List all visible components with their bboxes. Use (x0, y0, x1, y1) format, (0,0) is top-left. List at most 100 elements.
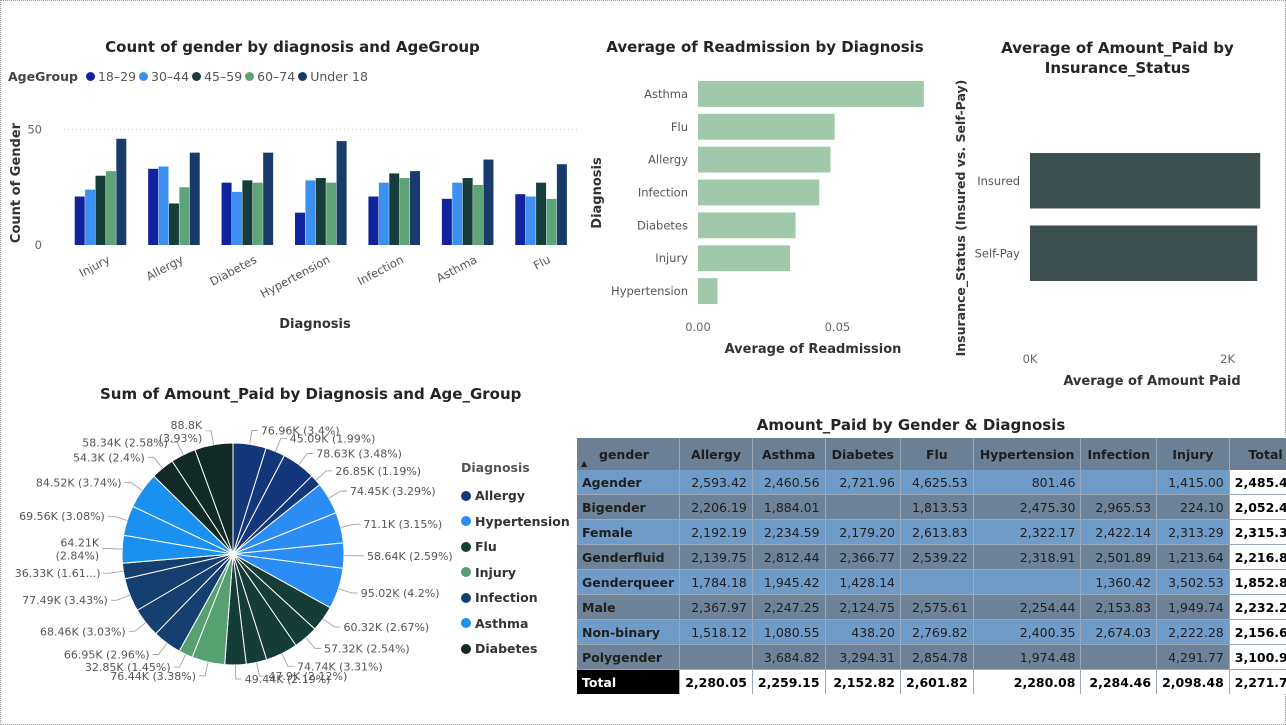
table-cell: 2,232.29 (1229, 594, 1286, 620)
count-by-diagnosis-chart[interactable]: Count of gender by diagnosis and AgeGrou… (0, 0, 590, 380)
y-tick-label: Infection (638, 186, 688, 200)
leader-line (205, 430, 215, 445)
table-cell: 2,613.83 (900, 519, 974, 545)
table-cell: 2,052.40 (1229, 494, 1286, 520)
leader-line (107, 515, 128, 521)
total-row[interactable]: Total 2,280.05 2,259.15 2,152.82 2,601.82 2,2… (577, 669, 1286, 694)
bar (452, 182, 463, 245)
column-header[interactable]: Total (1229, 438, 1286, 470)
bar (546, 198, 557, 245)
column-header[interactable]: Allergy (679, 438, 753, 470)
y-axis-label: Insurance_Status (Insured vs. Self-Pay) (953, 80, 969, 357)
legend-item[interactable]: Under 18 (298, 69, 368, 84)
table-cell: 3,100.95 (1229, 644, 1286, 670)
legend-item[interactable]: Infection (461, 585, 570, 611)
legend-item[interactable]: 18–29 (85, 69, 136, 84)
table-row[interactable]: Agender 2,593.42 2,460.56 2,721.96 4,625.53 8… (577, 470, 1286, 495)
y-axis-label: Count of Gender (9, 122, 24, 243)
legend-item[interactable]: 45–59 (192, 69, 242, 84)
diagnosis-legend[interactable]: Diagnosis Allergy Hypertension Flu Injur… (461, 460, 570, 662)
bar (483, 159, 494, 245)
leader-line (128, 622, 146, 632)
bar (295, 212, 305, 245)
legend-label: Under 18 (310, 69, 368, 84)
table-cell: 2,153.83 (1080, 594, 1158, 620)
table-row[interactable]: Non-binary 1,518.12 1,080.55 438.20 2,769.82… (577, 619, 1286, 645)
legend-item[interactable]: 60–74 (245, 69, 295, 84)
sort-arrow-icon[interactable]: ▲ (581, 459, 588, 468)
legend-item[interactable]: 30–44 (139, 69, 189, 84)
leader-line (235, 664, 242, 680)
legend-item[interactable]: Diabetes (461, 636, 570, 662)
legend-dot (461, 567, 471, 578)
table-row[interactable]: Male 2,367.97 2,247.25 2,124.75 2,575.61 2,25… (577, 594, 1286, 620)
matrix-title: Amount_Paid by Gender & Diagnosis (756, 416, 1066, 434)
bar (305, 180, 316, 245)
x-tick-label: Allergy (144, 252, 186, 283)
table-cell: 2,156.63 (1229, 619, 1286, 645)
table-cell: 2,271.72 (1229, 669, 1286, 694)
table-row[interactable]: Polygender 3,684.82 3,294.31 2,854.78 1,974.… (577, 644, 1286, 670)
bar (389, 173, 400, 245)
data-label: 71.1K (3.15%) (363, 518, 442, 531)
amount-by-insurance-chart[interactable]: Average of Amount_Paid by Insurance_Stat… (950, 0, 1285, 395)
bar (336, 141, 347, 245)
data-label: 45.09K (1.99%) (290, 432, 376, 445)
agegroup-legend[interactable]: AgeGroup 18–29 30–44 45–59 60–74 Under 1… (8, 69, 371, 84)
table-cell: 2,475.30 (973, 494, 1082, 520)
x-tick-label: Diabetes (207, 252, 259, 288)
table-cell: 2,284.46 (1080, 669, 1158, 694)
column-header[interactable]: Asthma (752, 438, 826, 470)
legend-item[interactable]: Hypertension (461, 509, 570, 535)
leader-line (199, 662, 209, 677)
x-tick-label: Infection (355, 252, 406, 288)
table-cell: 2,769.82 (900, 619, 974, 645)
bar (473, 184, 484, 245)
amount-matrix-table[interactable]: gender ▲ Allergy Asthma Diabetes Flu Hyp… (577, 438, 1286, 694)
legend-item[interactable]: Flu (461, 534, 570, 560)
bar (1030, 225, 1258, 281)
bar (698, 179, 820, 206)
row-header-cell[interactable]: gender ▲ (577, 438, 681, 470)
legend-item[interactable]: Asthma (461, 611, 570, 637)
table-row[interactable]: Genderqueer 1,784.18 1,945.42 1,428.14 1,360… (577, 569, 1286, 595)
table-cell: 2,206.19 (679, 494, 753, 520)
chart-title: Average of Amount_Paid by Insurance_Stat… (950, 38, 1285, 78)
pie-chart-panel[interactable]: Sum of Amount_Paid by Diagnosis and Age_… (0, 380, 570, 725)
y-tick-label: Hypertension (611, 284, 688, 298)
table-cell: 2,152.82 (825, 669, 902, 694)
table-cell: 1,518.12 (679, 619, 753, 645)
table-cell: 2,247.25 (752, 594, 826, 620)
x-axis-label: Average of Amount Paid (1063, 374, 1240, 389)
column-header[interactable]: Diabetes (825, 438, 902, 470)
legend-item[interactable]: Allergy (461, 483, 570, 509)
table-cell: 2,539.22 (900, 544, 974, 570)
table-row[interactable]: Female 2,192.19 2,234.59 2,179.20 2,613.83 2,… (577, 519, 1286, 545)
table-cell: 2,318.91 (973, 544, 1082, 570)
legend-dot (461, 643, 471, 654)
table-row[interactable]: Bigender 2,206.19 1,884.01 1,813.53 2,475.30… (577, 494, 1286, 520)
legend-item[interactable]: Injury (461, 560, 570, 586)
column-header[interactable]: Injury (1156, 438, 1230, 470)
table-cell: 2,601.82 (900, 669, 974, 694)
column-header[interactable]: Hypertension (973, 438, 1082, 470)
bar (189, 152, 200, 245)
bar (221, 182, 232, 245)
data-label: 74.74K (3.31%) (297, 660, 383, 673)
table-cell: 801.46 (973, 470, 1082, 495)
column-header[interactable]: Infection (1080, 438, 1158, 470)
table-cell: 1,784.18 (679, 569, 753, 595)
y-axis-label: Diagnosis (590, 157, 605, 229)
bar (85, 189, 96, 245)
data-label: 76.96K (3.4%) (261, 424, 340, 437)
readmission-chart[interactable]: Average of Readmission by Diagnosis Asth… (585, 0, 945, 380)
table-row[interactable]: Genderfluid 2,139.75 2,812.44 2,366.77 2,539… (577, 544, 1286, 570)
x-tick-label: Asthma (434, 252, 479, 285)
data-label: 76.44K (3.38%) (110, 670, 196, 683)
bar (410, 171, 421, 245)
table-cell: 2,254.44 (973, 594, 1082, 620)
column-header[interactable]: Flu (900, 438, 974, 470)
table-cell: 2,280.08 (973, 669, 1082, 694)
bar (263, 152, 274, 245)
legend-label: Diabetes (475, 641, 538, 657)
